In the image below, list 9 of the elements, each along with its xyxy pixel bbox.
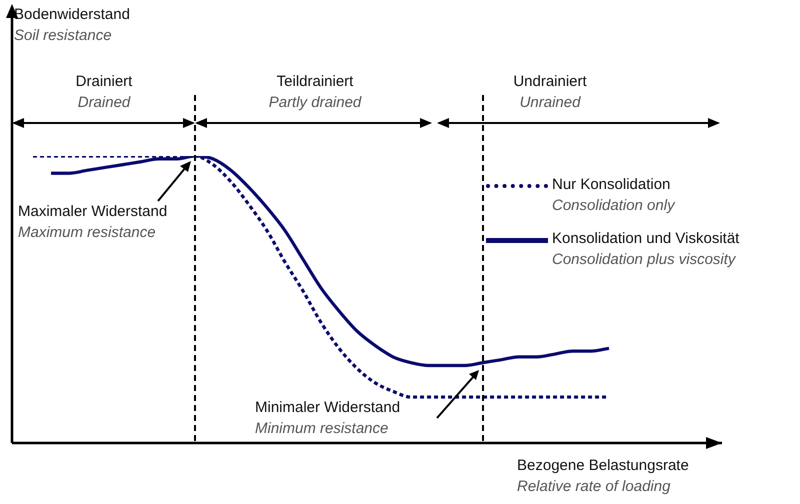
annotation: Maximaler Widerstand Maximum resistance: [18, 202, 168, 243]
annotation: Minimaler Widerstand Minimum resistance: [255, 398, 400, 439]
x-axis-title: Bezogene Belastungsrate Relative rate of loading: [517, 456, 689, 497]
text: Undrainiert Unrained: [513, 72, 587, 113]
text: Drainiert Drained: [76, 72, 132, 113]
legend-label: Nur Konsolidation Consolidation only: [552, 175, 675, 216]
text: Bodenwiderstand Soil resistance: [14, 5, 130, 46]
legend-label: Konsolidation und Viskosität Consolidation plus viscosity: [552, 229, 740, 270]
text: Teildrainiert Partly drained: [268, 72, 362, 113]
